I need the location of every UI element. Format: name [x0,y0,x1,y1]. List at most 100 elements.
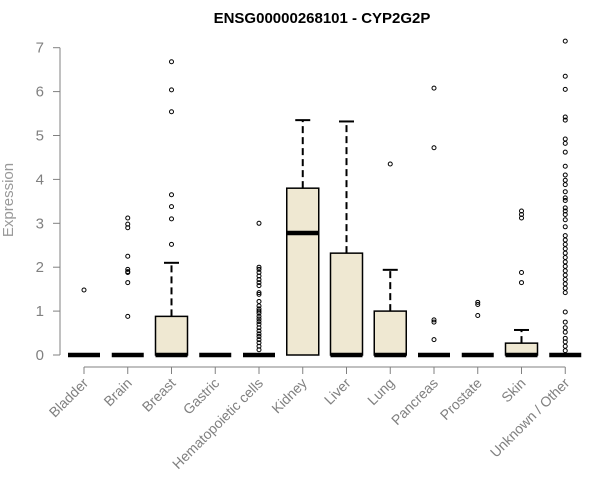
outlier-point [169,241,174,247]
outlier-point [256,283,262,289]
outlier-point [125,269,131,275]
outlier-point [256,313,262,319]
outlier-point [256,319,262,325]
x-tick-label: Breast [139,375,179,415]
y-tick-label: 1 [36,303,44,320]
outlier-point [169,59,174,65]
box-breast [154,59,189,358]
outlier-point [169,87,174,93]
x-tick-label: Unknown / Other [487,375,573,461]
outlier-point [562,114,568,120]
outlier-point [562,281,568,287]
outlier-point [562,197,568,203]
y-tick-label: 5 [36,128,44,145]
outlier-point [125,313,131,319]
outlier-point [562,149,568,155]
outlier-point [387,161,393,167]
outlier-point [256,298,262,304]
outlier-point [562,343,568,349]
outlier-point [475,299,481,305]
x-tick-label: Prostate [437,375,485,423]
outlier-point [562,272,568,278]
outlier-point [519,280,524,286]
outlier-point [431,317,437,323]
outlier-point [256,325,262,331]
outlier-point [562,140,568,146]
box-rect [286,187,320,356]
outlier-point [562,233,568,239]
outlier-point [256,347,262,353]
outlier-point [431,85,437,91]
outlier-point [562,250,568,256]
box-lung [373,161,407,358]
outlier-point [256,328,262,334]
outlier-point [562,195,568,201]
y-tick-label: 2 [36,259,44,276]
outlier-point [125,266,131,272]
box-prostate [461,299,494,358]
outlier-point [125,225,131,231]
x-tick-label: Brain [100,375,134,409]
box-brain [111,215,144,358]
outlier-point [562,212,568,218]
x-tick-label: Liver [321,375,354,408]
outlier-point [562,224,568,230]
outlier-point [256,291,262,297]
outlier-point [256,308,262,314]
box-skin [504,208,539,358]
outlier-point [256,290,262,296]
outlier-point [256,316,262,322]
outlier-point [125,280,131,286]
outlier-point [562,268,568,274]
x-tick-label: Bladder [46,375,92,421]
outlier-point [431,337,437,343]
box-rect [373,310,407,356]
outlier-point [562,276,568,282]
outlier-point [81,287,87,293]
y-axis-label: Expression [0,163,17,237]
outlier-point [169,109,174,115]
x-tick-label: Skin [498,375,529,406]
outlier-point [256,264,262,270]
outlier-point [431,319,437,325]
outlier-point [562,263,568,269]
outlier-point [562,86,568,92]
y-tick-label: 0 [36,347,44,364]
chart-title: ENSG00000268101 - CYP2G2P [214,10,431,27]
outlier-point [256,303,262,309]
outlier-point [562,255,568,261]
outlier-point [562,290,568,296]
outlier-point [256,276,262,282]
box-bladder [68,287,100,358]
outlier-point [562,325,568,331]
boxes-layer [68,38,582,358]
outlier-point [519,215,524,221]
outlier-point [562,117,568,123]
outlier-point [169,204,174,210]
box-pancreas [418,85,450,358]
outlier-point [562,329,568,335]
outlier-point [475,302,481,308]
outlier-point [562,259,568,265]
x-tick-label: Kidney [268,375,310,417]
outlier-point [562,38,568,44]
outlier-point [256,220,262,226]
outlier-point [562,182,568,188]
box-unknown-other [549,38,582,358]
outlier-point [431,145,437,151]
outlier-point [562,348,568,354]
outlier-point [125,253,131,259]
x-tick-label: Gastric [180,375,223,418]
outlier-point [475,312,481,318]
outlier-point [562,246,568,252]
outlier-point [256,280,262,286]
box-hematopoietic-cells [243,220,275,358]
box-rect [329,252,364,356]
box-kidney [286,119,320,356]
outlier-point [169,216,174,222]
outlier-point [562,309,568,315]
outlier-point [562,172,568,178]
outlier-point [562,217,568,223]
outlier-point [562,163,568,169]
